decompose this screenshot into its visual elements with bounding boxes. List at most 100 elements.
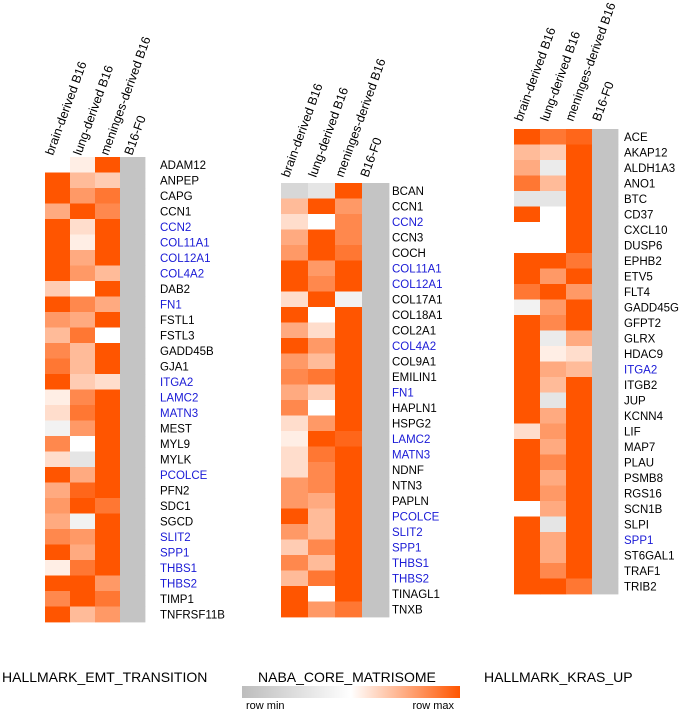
row-label: COL11A1: [392, 264, 442, 276]
row-label: SLIT2: [160, 532, 191, 544]
row-label: FSTL1: [160, 315, 195, 327]
row-label: EPHB2: [624, 256, 662, 268]
heatmap-cell: [95, 265, 121, 282]
heatmap-cell: [566, 299, 593, 316]
heatmap-cell: [281, 524, 309, 540]
heatmap-cell: [566, 516, 593, 533]
heatmap-cell: [335, 539, 363, 556]
heatmap-cell: [566, 578, 593, 595]
row-label: PLAU: [624, 458, 654, 470]
heatmap-cell: [362, 601, 390, 618]
heatmap-cell: [540, 547, 567, 564]
heatmap-cell: [362, 183, 390, 199]
heatmap-cell: [95, 467, 121, 483]
heatmap-cell: [514, 439, 541, 455]
heatmap-cell: [362, 229, 390, 246]
heatmap-cell: [308, 431, 336, 447]
heatmap-cell: [45, 343, 71, 359]
heatmap-cell: [70, 203, 96, 220]
heatmap-cell: [120, 343, 146, 359]
heatmap-cell: [120, 358, 146, 375]
heatmap-cell: [362, 260, 390, 277]
heatmap-cell: [592, 361, 619, 378]
heatmap-cell: [308, 508, 336, 525]
heatmap-cell: [514, 547, 541, 564]
heatmap-cell: [308, 338, 336, 354]
row-label: ITGA2: [624, 365, 657, 377]
heatmap-cell: [566, 423, 593, 440]
row-label: BTC: [624, 194, 647, 206]
heatmap-cell: [70, 343, 96, 359]
legend-max-label: row max: [412, 700, 454, 711]
heatmap-cell: [540, 144, 567, 161]
heatmap-cell: [362, 322, 390, 339]
heatmap-cell: [514, 392, 541, 409]
heatmap-cell: [95, 188, 121, 204]
heatmap-cell: [566, 470, 593, 486]
heatmap-cell: [514, 253, 541, 269]
row-label: TIMP1: [160, 594, 194, 606]
row-label: COL2A1: [392, 326, 436, 338]
row-label: COL12A1: [160, 253, 211, 265]
heatmap-cell: [70, 606, 96, 623]
heatmap-cell: [120, 560, 146, 576]
row-label: ITGB2: [624, 380, 657, 392]
heatmap-cell: [514, 330, 541, 347]
heatmap-cell: [592, 516, 619, 533]
heatmap-cell: [335, 446, 363, 463]
heatmap-cell: [592, 160, 619, 176]
heatmap-cell: [566, 532, 593, 548]
heatmap-cell: [95, 591, 121, 607]
heatmap-cell: [514, 284, 541, 300]
row-label: LIF: [624, 427, 641, 439]
heatmap-cell: [70, 436, 96, 452]
heatmap-cell: [514, 191, 541, 207]
heatmap-cell: [308, 570, 336, 587]
row-label: KCNN4: [624, 411, 664, 423]
heatmap-cell: [45, 281, 71, 297]
heatmap-cell: [281, 183, 309, 199]
row-label: SPP1: [160, 548, 189, 560]
heatmap-cell: [120, 451, 146, 468]
heatmap-cell: [362, 508, 390, 525]
heatmap-cell: [120, 281, 146, 297]
heatmap-cell: [335, 384, 363, 401]
heatmap-cell: [592, 315, 619, 331]
heatmap-cell: [540, 470, 567, 486]
heatmap-cell: [45, 467, 71, 483]
heatmap-cell: [540, 532, 567, 548]
heatmap-cell: [281, 431, 309, 447]
panel-title: NABA_CORE_MATRISOME: [258, 669, 436, 685]
heatmap-cell: [45, 544, 71, 561]
heatmap-cell: [335, 477, 363, 494]
heatmap-cell: [45, 420, 71, 437]
column-headers: brain-derived B16 lung-derived B16 menin…: [512, 1, 619, 123]
heatmap-cell: [70, 327, 96, 344]
heatmap-cell: [120, 188, 146, 204]
column-label: B16-F0: [590, 80, 617, 123]
heatmap-cell: [362, 400, 390, 416]
heatmap-cell: [592, 237, 619, 254]
heatmap-cell: [281, 570, 309, 587]
heatmap-cell: [308, 462, 336, 478]
heatmap-cell: [95, 172, 121, 189]
heatmap-cell: [70, 265, 96, 282]
heatmap-cells: [45, 157, 146, 623]
heatmap-cell: [281, 384, 309, 401]
heatmap-cell: [566, 439, 593, 455]
row-label: HDAC9: [624, 349, 663, 361]
row-label: CXCL10: [624, 225, 667, 237]
heatmap-cell: [335, 493, 363, 509]
heatmap-cell: [540, 501, 567, 517]
row-label: ALDH1A3: [624, 163, 675, 175]
heatmap-cell: [308, 353, 336, 370]
row-label: TRIB2: [624, 582, 657, 594]
heatmap-cell: [540, 284, 567, 300]
heatmap-cell: [95, 420, 121, 437]
heatmap-cell: [514, 129, 541, 145]
heatmap-cell: [540, 578, 567, 595]
heatmap-cell: [95, 575, 121, 592]
heatmap-cell: [335, 586, 363, 602]
heatmap-cell: [566, 206, 593, 223]
heatmap-cell: [120, 234, 146, 251]
